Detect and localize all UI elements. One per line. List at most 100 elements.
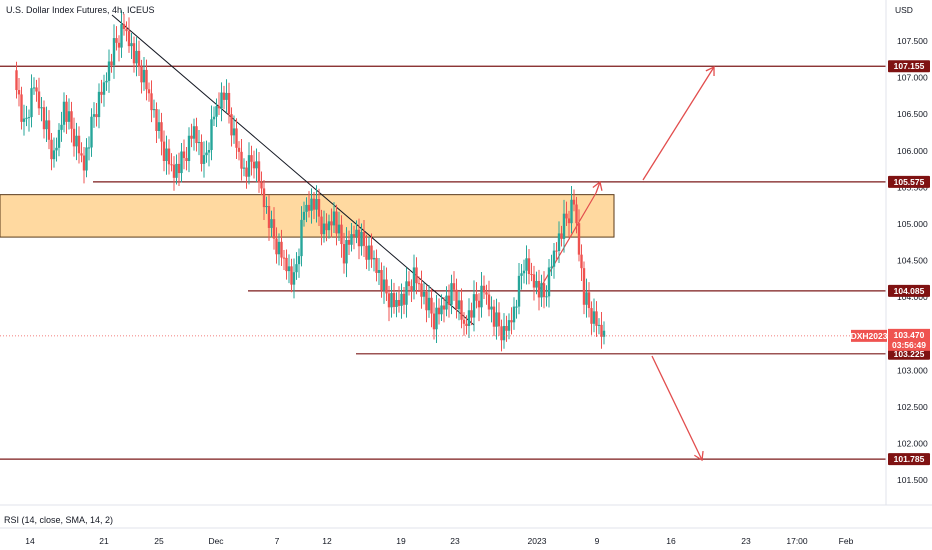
price-axis: USD107.500107.000106.500106.000105.50010… — [0, 0, 932, 529]
candle-body — [347, 240, 351, 245]
candle-body — [467, 310, 471, 326]
candle-body — [345, 240, 348, 264]
candle-body — [320, 216, 323, 235]
candle-body — [555, 250, 558, 252]
candle-body — [132, 43, 136, 64]
candle-body — [130, 43, 133, 47]
chart-title: U.S. Dollar Index Futures, 4h, ICEUS — [6, 5, 155, 15]
candle-body — [60, 124, 63, 130]
candle-body — [90, 116, 93, 148]
candle-body — [387, 293, 391, 308]
candle-body — [495, 312, 498, 327]
candle-body — [542, 283, 546, 298]
candle-body — [145, 69, 148, 90]
candle-body — [487, 294, 491, 310]
candle-body — [235, 128, 238, 148]
candle-body — [460, 300, 463, 320]
candle-body — [437, 307, 441, 315]
candle-body — [267, 205, 271, 228]
candle-body — [30, 88, 33, 118]
candles — [15, 10, 606, 352]
candle-body — [70, 111, 73, 129]
candle-body — [585, 292, 588, 305]
price-tick-label: 102.500 — [897, 402, 928, 412]
candle-body — [225, 92, 228, 100]
candle-body — [360, 231, 363, 247]
candle-body — [445, 295, 448, 310]
candle-body — [567, 218, 571, 224]
candle-body — [455, 289, 458, 310]
candle-body — [545, 296, 548, 298]
candle-body — [342, 244, 346, 264]
candle-body — [340, 224, 343, 245]
candle-body — [280, 241, 283, 258]
candle-body — [100, 91, 103, 95]
candle-body — [452, 283, 456, 290]
candle-body — [147, 89, 151, 94]
candle-body — [257, 161, 261, 183]
time-tick-label: 19 — [396, 536, 406, 546]
candle-body — [577, 223, 581, 255]
candle-body — [305, 204, 308, 212]
candle-body — [397, 300, 401, 306]
candle-body — [270, 219, 273, 228]
candle-body — [392, 293, 396, 307]
candle-body — [290, 266, 293, 285]
uptrend-line — [537, 192, 597, 293]
time-tick-label: 25 — [154, 536, 164, 546]
symbol-tag-text: DXH2023 — [851, 331, 888, 341]
candle-body — [120, 24, 123, 48]
candle-body — [72, 128, 76, 147]
candle-body — [37, 91, 41, 109]
candle-body — [357, 229, 361, 247]
candle-body — [115, 38, 118, 43]
level-price-tag-text: 103.225 — [894, 349, 925, 359]
candle-body — [520, 273, 523, 276]
candle-body — [367, 245, 371, 260]
candle-body — [335, 211, 338, 234]
level-price-tag — [888, 284, 930, 297]
price-tick-label: 107.000 — [897, 73, 928, 83]
candle-body — [65, 101, 68, 122]
arrowhead — [592, 180, 603, 191]
candle-body — [480, 285, 483, 308]
trend-lines — [111, 14, 597, 326]
candle-body — [22, 118, 26, 122]
price-tick-label: 107.500 — [897, 36, 928, 46]
candle-body — [560, 233, 563, 239]
candle-body — [180, 151, 183, 174]
candle-body — [330, 221, 333, 226]
candle-body — [92, 114, 96, 117]
candle-body — [212, 116, 216, 120]
time-tick-label: 12 — [322, 536, 332, 546]
candle-body — [105, 80, 108, 83]
candle-body — [62, 101, 66, 125]
candle-body — [527, 258, 531, 275]
candle-body — [152, 109, 156, 111]
candle-body — [32, 87, 36, 89]
candle-body — [575, 204, 578, 224]
projection-arrow — [595, 181, 601, 194]
price-tick-label: 106.000 — [897, 146, 928, 156]
candle-body — [42, 107, 46, 130]
candle-body — [530, 274, 533, 276]
candle-body — [127, 31, 131, 47]
candle-body — [422, 291, 426, 297]
candle-body — [510, 320, 513, 323]
candle-body — [137, 50, 141, 67]
candle-body — [350, 234, 353, 245]
rsi-indicator-label[interactable]: RSI (14, close, SMA, 14, 2) — [4, 515, 114, 525]
candle-body — [27, 117, 31, 119]
candle-body — [430, 297, 433, 314]
candle-body — [287, 266, 291, 272]
candle-body — [155, 109, 158, 131]
candle-body — [317, 199, 321, 217]
time-tick-label: 7 — [275, 536, 280, 546]
level-price-tag-text: 104.085 — [894, 286, 925, 296]
time-tick-label: 17:00 — [786, 536, 808, 546]
candle-body — [477, 300, 481, 308]
candle-body — [472, 294, 476, 318]
arrowhead — [694, 450, 704, 462]
candle-body — [532, 274, 536, 288]
